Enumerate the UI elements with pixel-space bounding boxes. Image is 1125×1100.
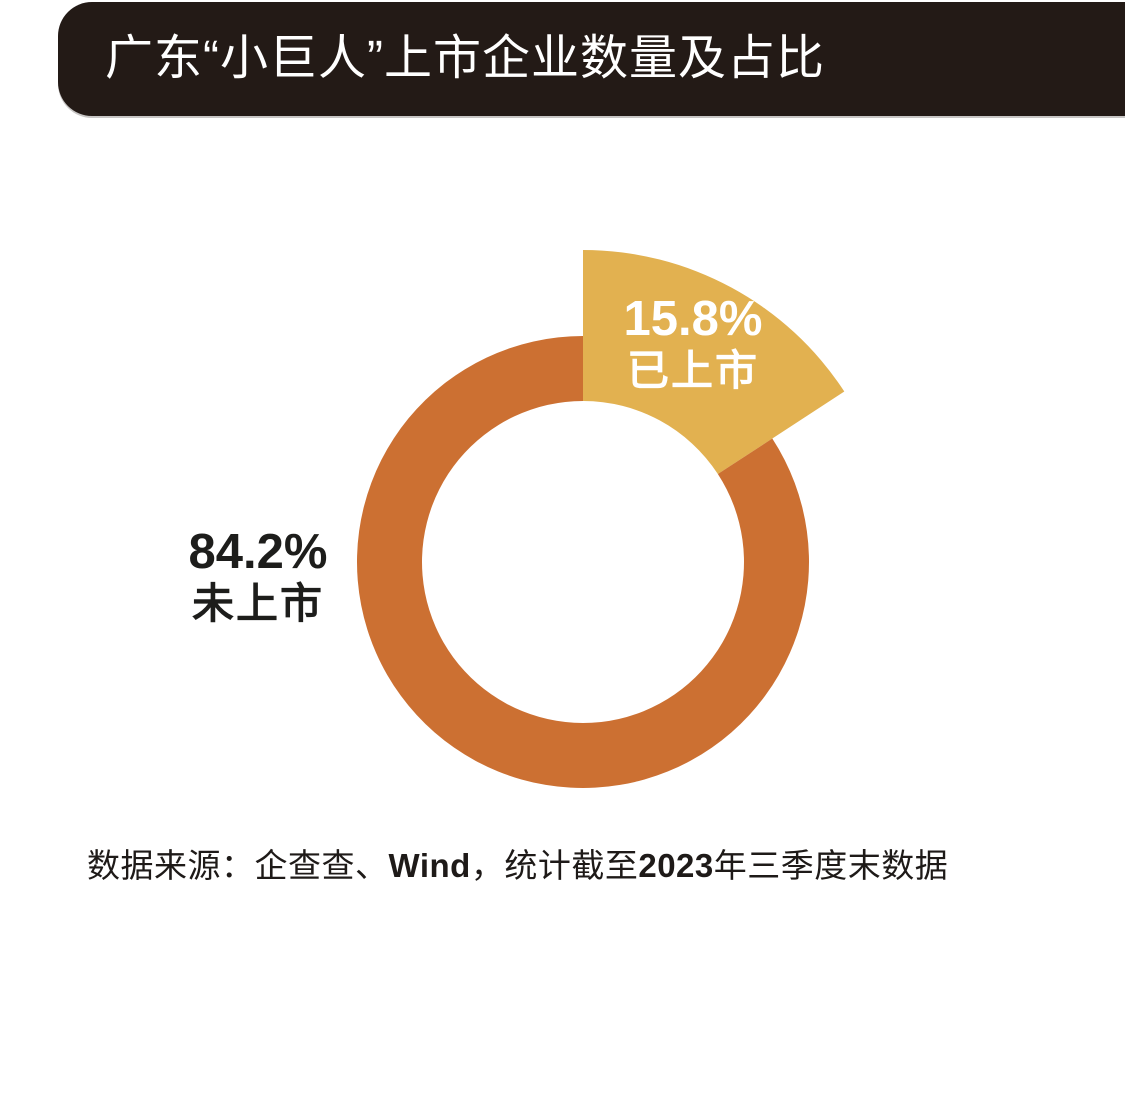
slice-label-listed: 15.8% 已上市	[624, 295, 763, 392]
page-title: 广东“小巨人”上市企业数量及占比	[105, 32, 825, 85]
source-segment: 年三季度末数据	[713, 847, 949, 884]
title-bar: 广东“小巨人”上市企业数量及占比	[58, 2, 1125, 116]
source-segment-bold: Wind	[388, 847, 471, 884]
source-segment-bold: 2023	[638, 847, 714, 884]
source-segment: 数据来源：企查查、	[87, 847, 389, 884]
pie-slice-listed	[583, 250, 845, 475]
slice-label-unlisted: 84.2% 未上市	[189, 528, 328, 625]
source-segment: ，统计截至	[470, 847, 639, 884]
listed-category: 已上市	[626, 347, 759, 394]
unlisted-category: 未上市	[191, 580, 324, 627]
source-note: 数据来源：企查查、Wind，统计截至2023年三季度末数据	[87, 845, 948, 888]
unlisted-percentage: 84.2%	[188, 525, 328, 579]
listed-percentage: 15.8%	[623, 292, 763, 346]
